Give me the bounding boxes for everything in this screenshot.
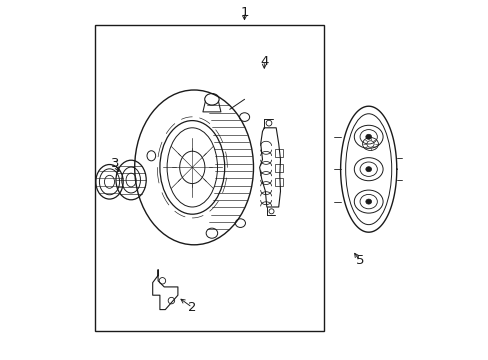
Text: 1: 1 bbox=[240, 6, 248, 19]
Ellipse shape bbox=[365, 199, 371, 204]
Text: 5: 5 bbox=[355, 255, 363, 267]
Bar bbox=[275, 164, 283, 172]
Ellipse shape bbox=[365, 167, 371, 172]
Text: 3: 3 bbox=[110, 157, 119, 170]
Bar bbox=[275, 178, 283, 186]
Bar bbox=[275, 149, 283, 157]
Text: 2: 2 bbox=[188, 301, 196, 314]
Bar bbox=[95, 25, 323, 331]
Text: 4: 4 bbox=[260, 55, 268, 68]
Ellipse shape bbox=[365, 134, 371, 139]
